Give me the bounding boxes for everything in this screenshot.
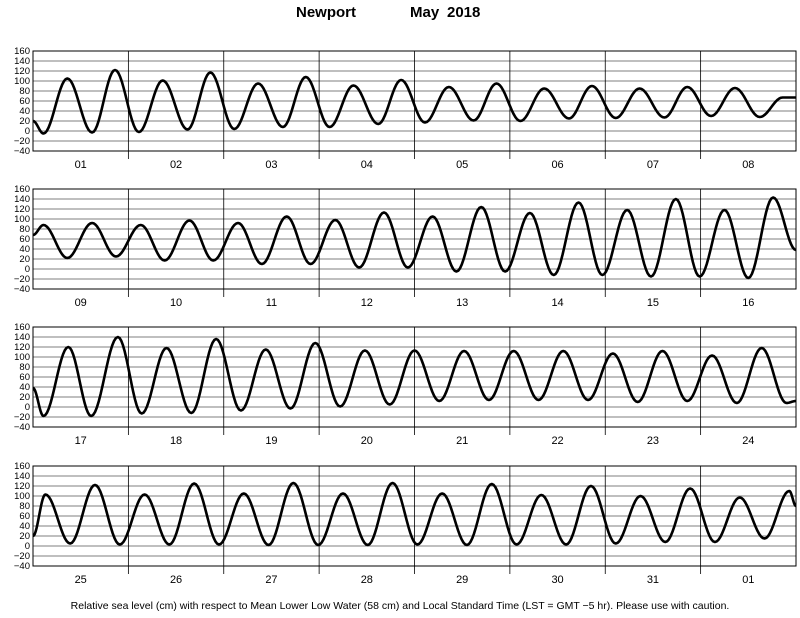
chart-title: Newport May 2018 (0, 4, 800, 28)
day-label: 17 (75, 435, 87, 447)
month-label: May (410, 4, 440, 21)
tide-curve (32, 68, 797, 135)
day-label: 06 (551, 159, 563, 171)
y-tick-label: −40 (14, 284, 30, 295)
y-tick-label: 140 (14, 56, 30, 67)
day-label: 01 (75, 159, 87, 171)
y-tick-label: 60 (19, 372, 30, 383)
y-tick-label: 120 (14, 481, 30, 492)
day-label: 23 (647, 435, 659, 447)
y-tick-label: 160 (14, 184, 30, 195)
y-tick-label: −20 (14, 551, 30, 562)
y-tick-label: 0 (25, 541, 30, 552)
day-label: 22 (551, 435, 563, 447)
y-tick-label: 20 (19, 254, 30, 265)
y-tick-label: 160 (14, 461, 30, 472)
tide-curve (32, 196, 797, 280)
tide-curve (32, 481, 797, 547)
day-label: 15 (647, 297, 659, 309)
y-tick-label: 40 (19, 106, 30, 117)
day-label: 21 (456, 435, 468, 447)
y-tick-label: 140 (14, 332, 30, 343)
y-tick-label: 160 (14, 322, 30, 333)
y-tick-label: −20 (14, 136, 30, 147)
day-label: 16 (742, 297, 754, 309)
y-tick-label: 140 (14, 471, 30, 482)
day-label: 25 (75, 574, 87, 586)
plot-frame (32, 50, 797, 152)
y-tick-label: 80 (19, 224, 30, 235)
y-tick-label: 80 (19, 501, 30, 512)
y-tick-label: 60 (19, 234, 30, 245)
day-label: 20 (361, 435, 373, 447)
y-tick-label: 60 (19, 511, 30, 522)
day-label: 02 (170, 159, 182, 171)
y-tick-label: 0 (25, 126, 30, 137)
y-tick-label: 40 (19, 244, 30, 255)
day-label: 19 (265, 435, 277, 447)
y-tick-label: 60 (19, 96, 30, 107)
y-tick-label: 0 (25, 264, 30, 275)
day-label: 08 (742, 159, 754, 171)
day-label: 28 (361, 574, 373, 586)
y-tick-label: 40 (19, 521, 30, 532)
day-label: 13 (456, 297, 468, 309)
y-tick-label: 80 (19, 362, 30, 373)
y-tick-label: 0 (25, 402, 30, 413)
day-label: 12 (361, 297, 373, 309)
y-tick-label: −20 (14, 412, 30, 423)
day-label: 07 (647, 159, 659, 171)
y-tick-label: −40 (14, 146, 30, 157)
day-label: 30 (551, 574, 563, 586)
y-tick-label: 100 (14, 352, 30, 363)
y-tick-label: 100 (14, 214, 30, 225)
day-label: 09 (75, 297, 87, 309)
y-tick-label: 120 (14, 342, 30, 353)
y-tick-label: 40 (19, 382, 30, 393)
day-label: 26 (170, 574, 182, 586)
y-tick-label: −40 (14, 561, 30, 572)
y-tick-label: −20 (14, 274, 30, 285)
day-label: 29 (456, 574, 468, 586)
plot-frame (32, 188, 797, 290)
tide-curve (32, 335, 797, 418)
day-label: 31 (647, 574, 659, 586)
y-tick-label: 100 (14, 491, 30, 502)
day-label: 04 (361, 159, 373, 171)
y-tick-label: 140 (14, 194, 30, 205)
y-tick-label: 100 (14, 76, 30, 87)
day-label: 01 (742, 574, 754, 586)
day-label: 24 (742, 435, 754, 447)
day-label: 18 (170, 435, 182, 447)
y-tick-label: 20 (19, 531, 30, 542)
y-tick-label: 80 (19, 86, 30, 97)
year-label: 2018 (447, 4, 481, 21)
day-label: 10 (170, 297, 182, 309)
station-name: Newport (296, 4, 356, 21)
footer-note: Relative sea level (cm) with respect to … (70, 600, 730, 612)
day-label: 11 (266, 297, 277, 309)
y-tick-label: 120 (14, 204, 30, 215)
day-label: 27 (265, 574, 277, 586)
day-label: 05 (456, 159, 468, 171)
y-tick-label: 20 (19, 116, 30, 127)
y-tick-label: 160 (14, 46, 30, 57)
y-tick-label: 120 (14, 66, 30, 77)
y-tick-label: −40 (14, 422, 30, 433)
plot-frame (32, 465, 797, 567)
day-label: 14 (551, 297, 563, 309)
plot-frame (32, 326, 797, 428)
day-label: 03 (265, 159, 277, 171)
y-tick-label: 20 (19, 392, 30, 403)
